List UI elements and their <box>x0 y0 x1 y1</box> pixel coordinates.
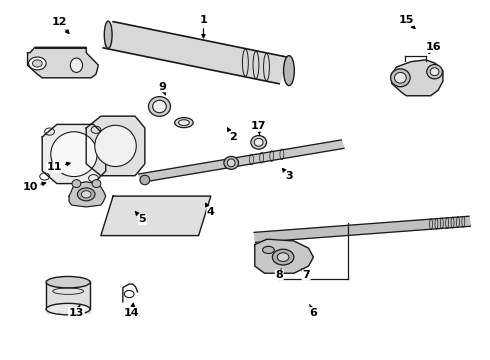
Circle shape <box>32 60 42 67</box>
Ellipse shape <box>46 303 90 315</box>
Polygon shape <box>69 182 106 207</box>
Ellipse shape <box>71 58 82 72</box>
Ellipse shape <box>140 175 150 185</box>
Ellipse shape <box>95 125 136 167</box>
Circle shape <box>277 253 289 261</box>
Ellipse shape <box>51 132 97 177</box>
Circle shape <box>272 249 294 265</box>
Ellipse shape <box>227 159 235 167</box>
Ellipse shape <box>148 96 171 116</box>
Text: 16: 16 <box>425 42 441 54</box>
Text: 9: 9 <box>158 82 166 95</box>
Ellipse shape <box>174 118 193 128</box>
Polygon shape <box>101 196 211 235</box>
Text: 7: 7 <box>302 269 310 280</box>
Ellipse shape <box>254 138 263 146</box>
Polygon shape <box>254 216 470 242</box>
Ellipse shape <box>391 69 410 87</box>
Ellipse shape <box>92 180 101 188</box>
Polygon shape <box>46 280 90 313</box>
Text: 17: 17 <box>251 121 267 135</box>
Text: 13: 13 <box>69 305 84 318</box>
Text: 8: 8 <box>275 269 283 280</box>
Ellipse shape <box>427 64 442 79</box>
Polygon shape <box>103 22 289 84</box>
Ellipse shape <box>224 157 239 169</box>
Text: 6: 6 <box>310 305 318 318</box>
Text: 2: 2 <box>227 128 237 142</box>
Text: 11: 11 <box>47 162 70 172</box>
Circle shape <box>28 57 46 70</box>
Text: 4: 4 <box>205 203 215 217</box>
Ellipse shape <box>178 120 189 126</box>
Text: 12: 12 <box>51 17 69 33</box>
Ellipse shape <box>72 180 81 188</box>
Ellipse shape <box>251 135 267 149</box>
Circle shape <box>81 191 91 198</box>
Polygon shape <box>139 140 344 183</box>
Text: 3: 3 <box>282 168 293 181</box>
Polygon shape <box>42 125 106 184</box>
Text: 5: 5 <box>135 212 146 224</box>
Polygon shape <box>86 116 145 176</box>
Ellipse shape <box>263 246 274 253</box>
Ellipse shape <box>46 276 90 288</box>
Text: 15: 15 <box>398 15 415 28</box>
Polygon shape <box>392 60 443 96</box>
Polygon shape <box>27 47 98 78</box>
Ellipse shape <box>153 100 166 113</box>
Text: 14: 14 <box>124 303 140 318</box>
Ellipse shape <box>430 68 439 76</box>
Ellipse shape <box>104 21 112 48</box>
Text: 10: 10 <box>23 182 46 192</box>
Text: 1: 1 <box>199 15 207 38</box>
Circle shape <box>77 188 95 201</box>
Polygon shape <box>255 239 314 273</box>
Ellipse shape <box>394 72 406 83</box>
Ellipse shape <box>284 56 294 86</box>
